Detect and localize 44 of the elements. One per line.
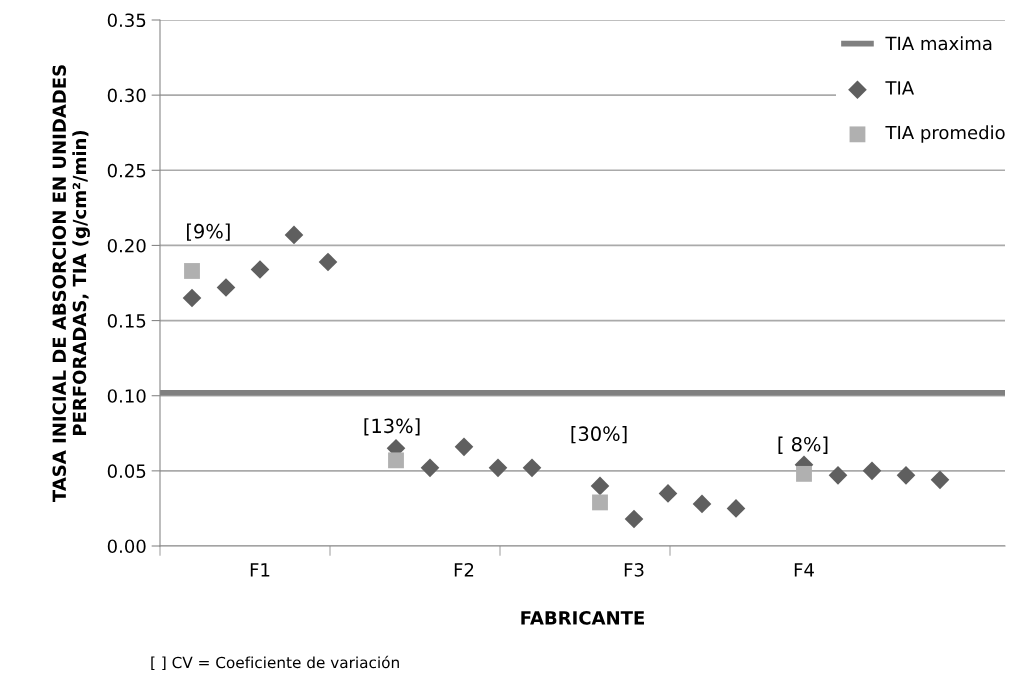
point	[726, 499, 746, 518]
legend-label: TIA maxima	[885, 36, 992, 51]
point	[828, 466, 848, 485]
y-tick-label: 0.35	[107, 13, 146, 28]
annotation: [30%]	[571, 426, 627, 444]
point	[896, 466, 916, 485]
point	[250, 260, 270, 279]
x-tick-label: F1	[250, 563, 270, 577]
y-tick-label: 0.15	[107, 314, 146, 328]
point	[420, 458, 440, 478]
y-tick-label: 0.10	[107, 389, 146, 403]
annotation: [9%]	[187, 223, 230, 241]
y-tick-label: 0.30	[107, 88, 146, 103]
point	[388, 452, 404, 469]
point	[318, 252, 338, 272]
y-tick-label: 0.00	[107, 539, 146, 554]
point	[522, 458, 542, 478]
point	[590, 476, 610, 496]
y-axis-title: TASA INICIAL DE ABSORCION EN UNIDADES PERFORADAS, TIA (g/cm²/min)	[52, 65, 90, 503]
text: [ ] CV = Coeficiente de variación	[151, 655, 399, 671]
point	[930, 470, 950, 490]
point	[796, 465, 812, 482]
x-tick-label: F2	[454, 562, 474, 577]
y-tick-label: 0.05	[107, 464, 146, 478]
point	[182, 288, 202, 308]
y-tick-label: 0.20	[107, 238, 146, 253]
legend-label: TIA	[885, 81, 915, 95]
point	[284, 225, 304, 245]
point	[488, 458, 508, 478]
annotation: [ 8%]	[778, 436, 828, 454]
x-tick-label: F3	[624, 562, 644, 577]
x-axis-title: FABRICANTE	[521, 611, 644, 625]
point	[592, 494, 608, 511]
x-tick-label: F4	[794, 563, 814, 577]
point	[454, 437, 474, 457]
annotation: [13%]	[364, 418, 420, 436]
point	[862, 461, 882, 481]
y-tick-label: 0.25	[107, 163, 146, 178]
point	[624, 509, 644, 529]
point	[692, 494, 712, 514]
point	[184, 263, 200, 279]
legend-label: TIA promedio	[885, 125, 1005, 143]
point	[216, 278, 236, 297]
point	[658, 484, 678, 503]
